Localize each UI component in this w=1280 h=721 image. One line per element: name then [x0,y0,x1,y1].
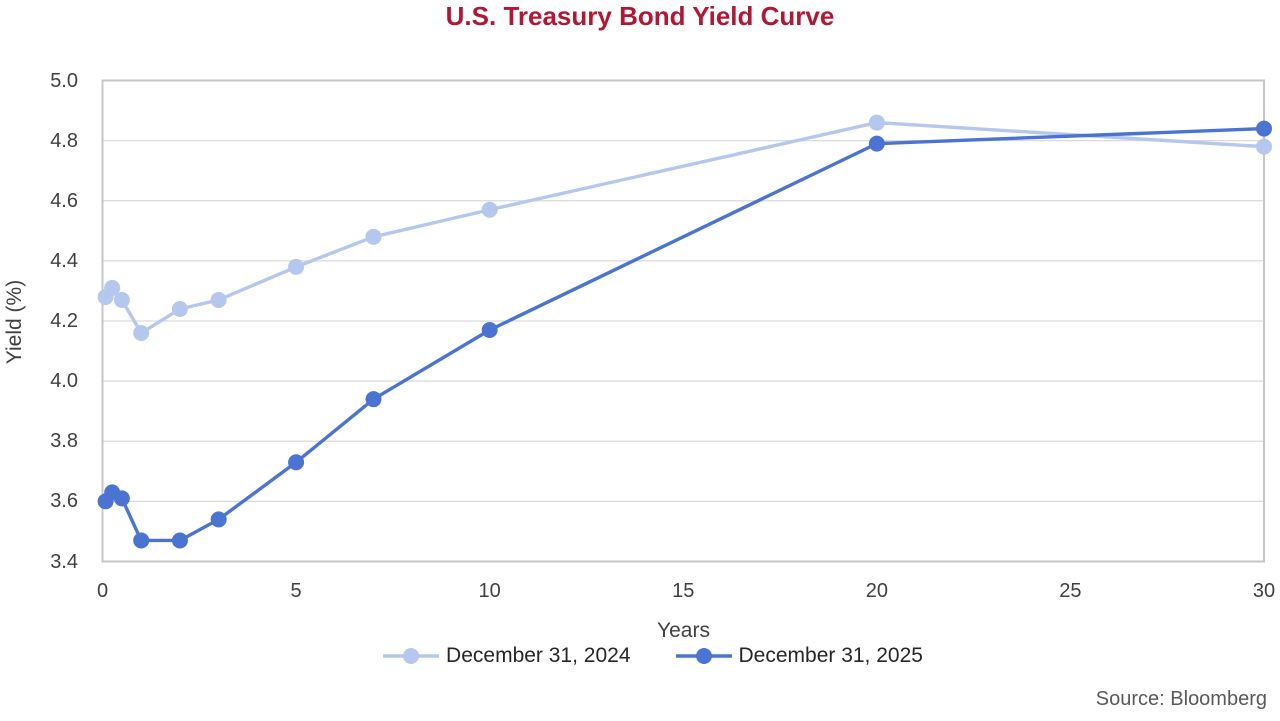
x-tick-label: 10 [478,580,501,602]
legend-label-2025: December 31, 2025 [738,644,923,667]
x-tick-label: 0 [96,580,109,602]
data-point-marker [133,325,150,342]
legend-label-2024: December 31, 2024 [446,644,631,667]
data-point-marker [104,279,121,296]
data-point-marker [1256,120,1272,137]
legend: December 31, 2024 December 31, 2025 [0,644,1280,668]
y-tick-label: 5.0 [50,69,78,92]
data-point-marker [288,258,305,275]
data-point-marker [288,454,305,471]
x-tick-label: 15 [672,580,695,602]
y-tick-label: 4.2 [50,310,78,332]
data-point-marker [365,391,382,408]
legend-line-marker-2025-icon [675,648,732,664]
data-point-marker [210,511,227,528]
x-tick-label: 5 [290,580,302,602]
data-point-marker [868,114,885,131]
y-tick-label: 4.0 [50,370,78,393]
legend-line-marker-2024-icon [383,648,440,664]
data-point-marker [113,490,130,507]
legend-item-dec-2024: December 31, 2024 [383,644,631,668]
y-tick-label: 3.8 [50,430,78,453]
data-point-marker [210,291,227,308]
data-point-marker [133,532,150,549]
data-point-marker [481,201,498,218]
data-point-marker [113,291,130,308]
data-point-marker [868,135,885,152]
data-point-marker [171,300,188,317]
source-credit: Source: Bloomberg [1095,688,1267,710]
legend-item-dec-2025: December 31, 2025 [675,644,923,668]
y-tick-label: 3.4 [50,550,78,573]
y-tick-label: 3.6 [50,490,78,513]
y-tick-label: 4.6 [50,189,78,212]
series-line-2025 [104,126,1265,543]
y-tick-label: 4.4 [50,249,78,272]
series-line-2024 [104,120,1265,335]
x-tick-label: 20 [865,580,888,602]
x-tick-label: 25 [1059,580,1082,602]
x-tick-label: 30 [1252,580,1276,602]
data-point-marker [171,532,188,549]
y-tick-label: 4.8 [50,129,78,152]
chart-title: U.S. Treasury Bond Yield Curve [445,1,835,31]
data-point-marker [365,228,382,245]
plot-border [101,79,1265,563]
x-axis-title: Years [657,619,710,642]
data-point-marker [481,322,498,339]
data-point-marker [1256,138,1272,155]
